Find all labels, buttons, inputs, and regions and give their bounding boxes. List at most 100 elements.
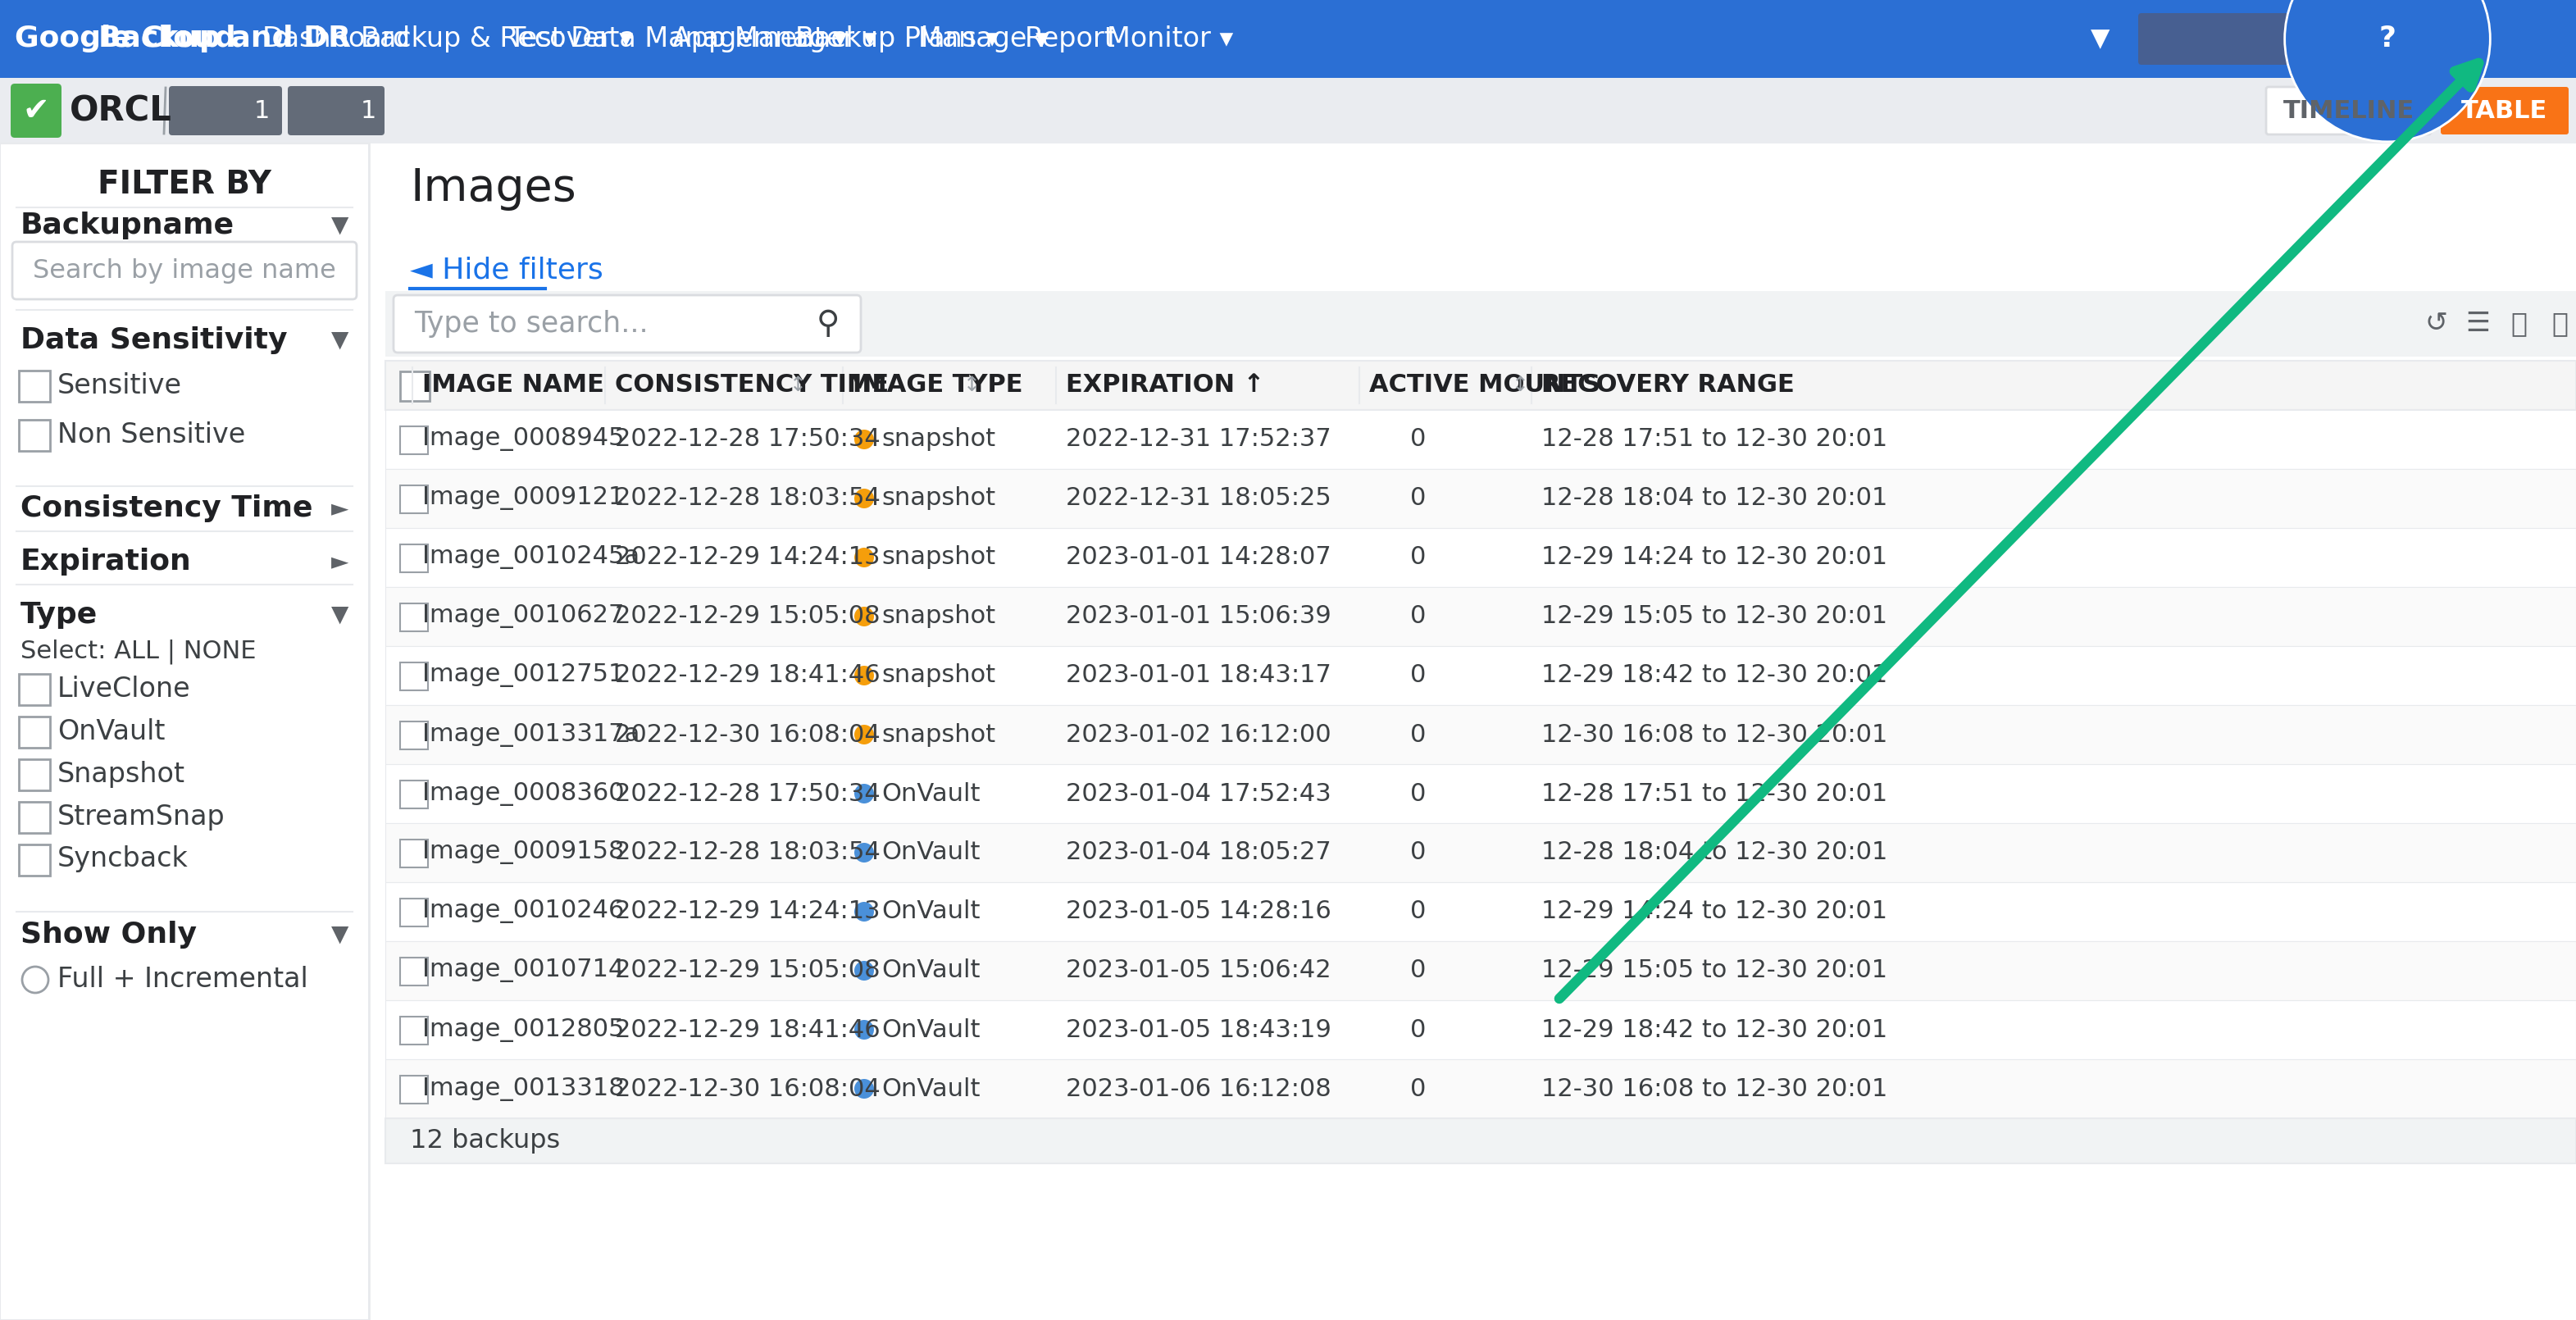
Text: 12-29 14:24 to 12-30 20:01: 12-29 14:24 to 12-30 20:01 (1540, 545, 1888, 569)
FancyBboxPatch shape (386, 528, 2576, 587)
FancyBboxPatch shape (386, 290, 2576, 356)
Text: LiveClone: LiveClone (57, 675, 191, 702)
Circle shape (855, 665, 873, 685)
FancyBboxPatch shape (386, 941, 2576, 1001)
Text: snapshot: snapshot (881, 545, 994, 569)
Text: Image_0010627: Image_0010627 (422, 605, 623, 628)
Text: IMAGE TYPE: IMAGE TYPE (853, 374, 1023, 397)
Text: 2022-12-29 15:05:08: 2022-12-29 15:05:08 (616, 958, 881, 982)
Circle shape (855, 548, 873, 568)
Text: Manage ▾: Manage ▾ (917, 25, 1048, 53)
Text: 0: 0 (1412, 958, 1427, 982)
Circle shape (855, 961, 873, 981)
Text: Type to search...: Type to search... (415, 310, 649, 338)
Text: OnVault: OnVault (881, 958, 979, 982)
Text: 0: 0 (1412, 841, 1427, 865)
Text: 0: 0 (1412, 900, 1427, 924)
Text: 12 backups: 12 backups (410, 1127, 559, 1154)
Text: OnVault: OnVault (881, 841, 979, 865)
Text: Report: Report (1025, 25, 1115, 53)
Text: Image_0009121: Image_0009121 (422, 487, 623, 511)
Text: Backup & Recover ▾: Backup & Recover ▾ (361, 25, 634, 53)
Text: ?: ? (2378, 25, 2396, 53)
Text: Image_0009158: Image_0009158 (422, 841, 623, 865)
Text: 2023-01-05 18:43:19: 2023-01-05 18:43:19 (1066, 1018, 1332, 1041)
Text: Images: Images (410, 166, 577, 211)
FancyBboxPatch shape (18, 420, 49, 451)
FancyBboxPatch shape (18, 675, 49, 705)
Text: 2022-12-28 17:50:34: 2022-12-28 17:50:34 (616, 781, 881, 805)
FancyBboxPatch shape (386, 764, 2576, 824)
Text: 1: 1 (361, 99, 376, 123)
Text: Test Data Management ▾: Test Data Management ▾ (507, 25, 848, 53)
FancyBboxPatch shape (2138, 13, 2308, 65)
Text: ☰: ☰ (2465, 310, 2491, 338)
Text: Image_0012805: Image_0012805 (422, 1018, 623, 1041)
Text: EXPIRATION ↑: EXPIRATION ↑ (1066, 374, 1265, 397)
Text: ►: ► (330, 550, 348, 573)
Text: 0: 0 (1412, 781, 1427, 805)
Text: 0: 0 (1412, 664, 1427, 688)
Text: 0: 0 (1412, 1077, 1427, 1101)
Text: 0: 0 (1412, 605, 1427, 628)
Text: 12-29 15:05 to 12-30 20:01: 12-29 15:05 to 12-30 20:01 (1540, 958, 1888, 982)
FancyBboxPatch shape (170, 86, 281, 135)
Text: Image_0010714: Image_0010714 (422, 958, 623, 982)
Text: Image_0010246: Image_0010246 (422, 900, 623, 924)
Text: Search by image name: Search by image name (33, 257, 335, 284)
FancyBboxPatch shape (10, 83, 62, 137)
Text: ✔: ✔ (23, 95, 49, 127)
Text: snapshot: snapshot (881, 428, 994, 451)
Text: StreamSnap: StreamSnap (57, 803, 224, 830)
Text: 12-30 16:08 to 12-30 20:01: 12-30 16:08 to 12-30 20:01 (1540, 723, 1888, 747)
FancyBboxPatch shape (386, 411, 2576, 469)
Text: 2023-01-01 15:06:39: 2023-01-01 15:06:39 (1066, 605, 1332, 628)
Text: 0: 0 (1412, 487, 1427, 511)
FancyBboxPatch shape (399, 426, 428, 454)
Text: 12-29 18:42 to 12-30 20:01: 12-29 18:42 to 12-30 20:01 (1540, 1018, 1888, 1041)
Circle shape (855, 1078, 873, 1098)
Text: OnVault: OnVault (57, 718, 165, 744)
Circle shape (855, 607, 873, 627)
Text: Backup and DR: Backup and DR (98, 25, 350, 53)
Text: Dashboard: Dashboard (263, 25, 410, 53)
Text: ⚲: ⚲ (817, 309, 840, 339)
Text: 12-28 17:51 to 12-30 20:01: 12-28 17:51 to 12-30 20:01 (1540, 781, 1888, 805)
Text: Syncback: Syncback (57, 846, 188, 873)
Text: OnVault: OnVault (881, 900, 979, 924)
Text: OnVault: OnVault (881, 1018, 979, 1041)
Text: 0: 0 (1412, 428, 1427, 451)
FancyBboxPatch shape (18, 801, 49, 833)
FancyBboxPatch shape (386, 469, 2576, 528)
Text: OnVault: OnVault (881, 781, 979, 805)
Circle shape (855, 1020, 873, 1040)
Text: 2023-01-06 16:12:08: 2023-01-06 16:12:08 (1066, 1077, 1332, 1101)
FancyBboxPatch shape (386, 587, 2576, 645)
Text: 0: 0 (1412, 545, 1427, 569)
Text: Non Sensitive: Non Sensitive (57, 421, 245, 447)
Text: 🔔: 🔔 (2331, 25, 2347, 53)
Text: 12-30 16:08 to 12-30 20:01: 12-30 16:08 to 12-30 20:01 (1540, 1077, 1888, 1101)
Text: Image_0010245a: Image_0010245a (422, 545, 639, 569)
FancyBboxPatch shape (18, 845, 49, 875)
FancyBboxPatch shape (399, 486, 428, 513)
Text: Image_0012751: Image_0012751 (422, 664, 623, 688)
Text: 2022-12-30 16:08:04: 2022-12-30 16:08:04 (616, 1077, 881, 1101)
Text: 2022-12-29 18:41:46: 2022-12-29 18:41:46 (616, 664, 881, 688)
FancyBboxPatch shape (0, 144, 368, 1320)
Text: 2023-01-01 18:43:17: 2023-01-01 18:43:17 (1066, 664, 1332, 688)
Circle shape (855, 843, 873, 862)
Text: snapshot: snapshot (881, 664, 994, 688)
Text: 12-29 14:24 to 12-30 20:01: 12-29 14:24 to 12-30 20:01 (1540, 900, 1888, 924)
Text: Image_0008360: Image_0008360 (422, 781, 623, 805)
Text: Sensitive: Sensitive (57, 372, 183, 399)
Text: 2022-12-31 17:52:37: 2022-12-31 17:52:37 (1066, 428, 1332, 451)
FancyBboxPatch shape (0, 0, 2576, 78)
Text: ▼: ▼ (2092, 26, 2110, 51)
FancyBboxPatch shape (386, 645, 2576, 705)
FancyBboxPatch shape (2267, 87, 2432, 135)
FancyBboxPatch shape (394, 296, 860, 352)
FancyBboxPatch shape (386, 824, 2576, 882)
FancyBboxPatch shape (399, 899, 428, 927)
Text: 2023-01-02 16:12:00: 2023-01-02 16:12:00 (1066, 723, 1332, 747)
